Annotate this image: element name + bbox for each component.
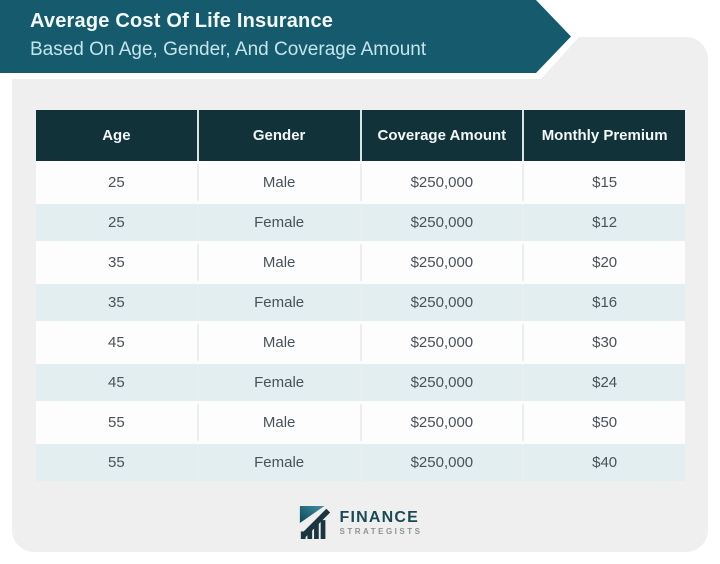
logo-text-block: FINANCE STRATEGISTS <box>340 509 423 536</box>
table-cell: 35 <box>36 284 199 321</box>
logo-brand-subname: STRATEGISTS <box>339 526 423 536</box>
table-cell: $30 <box>592 334 618 351</box>
logo-brand-name: FINANCE <box>339 508 420 526</box>
table-cell: 55 <box>36 404 199 441</box>
finance-strategists-logo: FINANCE STRATEGISTS <box>0 504 720 540</box>
table-header-row: Age Gender Coverage Amount Monthly Premium <box>36 110 685 161</box>
table-cell: 25 <box>36 204 199 241</box>
table-cell: Female <box>199 284 362 321</box>
table-cell: $250,000 <box>362 164 525 201</box>
table-row: 25 Male $250,000 $15 <box>36 164 685 201</box>
insurance-cost-table: Age Gender Coverage Amount Monthly Premium … <box>36 110 685 481</box>
table-row: 55 Female $250,000 $40 <box>36 444 685 481</box>
table-cell: $24 <box>592 374 618 391</box>
table-cell: Female <box>199 364 362 401</box>
table-cell: $250,000 <box>362 404 525 441</box>
table-cell: $15 <box>592 174 618 191</box>
column-header-gender: Gender <box>199 110 362 161</box>
table-cell: 35 <box>36 244 199 281</box>
page-title: Average Cost Of Life Insurance <box>30 10 334 32</box>
table-cell: $50 <box>592 414 618 431</box>
table-cell: $16 <box>592 294 618 311</box>
table-cell: $20 <box>592 254 618 271</box>
table-cell: Male <box>199 324 362 361</box>
bar-chart-flag-icon <box>299 505 330 539</box>
table-row: 45 Female $250,000 $24 <box>36 364 685 401</box>
table-cell: Female <box>199 204 362 241</box>
table-cell: Male <box>199 164 362 201</box>
banner-arrow-shape <box>0 0 579 79</box>
table-cell: 55 <box>36 444 199 481</box>
table-cell: $250,000 <box>362 284 525 321</box>
table-body: 25 Male $250,000 $15 25 Female $250,000 $12 35 Ma… <box>36 164 685 481</box>
table-cell: Male <box>199 404 362 441</box>
table-cell: Female <box>199 444 362 481</box>
column-header-age: Age <box>36 110 199 161</box>
table-cell: $250,000 <box>362 324 525 361</box>
column-header-monthly-premium: Monthly Premium <box>541 127 668 144</box>
title-banner: Average Cost Of Life Insurance Based On … <box>0 0 600 80</box>
table-cell: 45 <box>36 324 199 361</box>
column-header-coverage-amount: Coverage Amount <box>362 110 525 161</box>
table-row: 25 Female $250,000 $12 <box>36 204 685 241</box>
table-cell: $12 <box>592 214 618 231</box>
table-cell: $250,000 <box>362 444 525 481</box>
table-cell: $250,000 <box>362 204 525 241</box>
table-row: 45 Male $250,000 $30 <box>36 324 685 361</box>
table-cell: $40 <box>592 454 618 471</box>
page-subtitle: Based On Age, Gender, And Coverage Amoun… <box>30 39 427 60</box>
table-row: 35 Female $250,000 $16 <box>36 284 685 321</box>
banner-text-block: Average Cost Of Life Insurance Based On … <box>30 8 426 62</box>
table-cell: $250,000 <box>362 364 525 401</box>
table-cell: 25 <box>36 164 199 201</box>
table-row: 55 Male $250,000 $50 <box>36 404 685 441</box>
table-cell: 45 <box>36 364 199 401</box>
table-row: 35 Male $250,000 $20 <box>36 244 685 281</box>
table-cell: Male <box>199 244 362 281</box>
table-cell: $250,000 <box>362 244 525 281</box>
